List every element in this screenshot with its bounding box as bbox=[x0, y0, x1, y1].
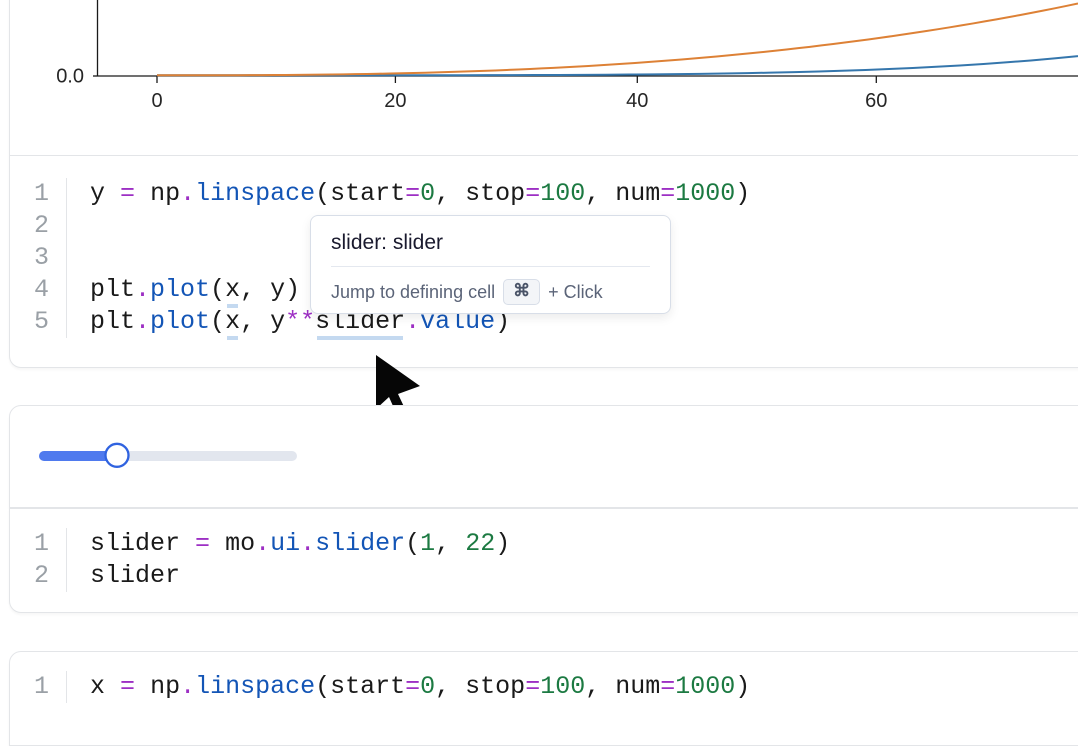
svg-text:0.0: 0.0 bbox=[56, 66, 84, 88]
svg-text:60: 60 bbox=[865, 90, 887, 112]
svg-text:0: 0 bbox=[151, 90, 162, 112]
svg-text:40: 40 bbox=[626, 90, 648, 112]
svg-text:20: 20 bbox=[384, 90, 406, 112]
